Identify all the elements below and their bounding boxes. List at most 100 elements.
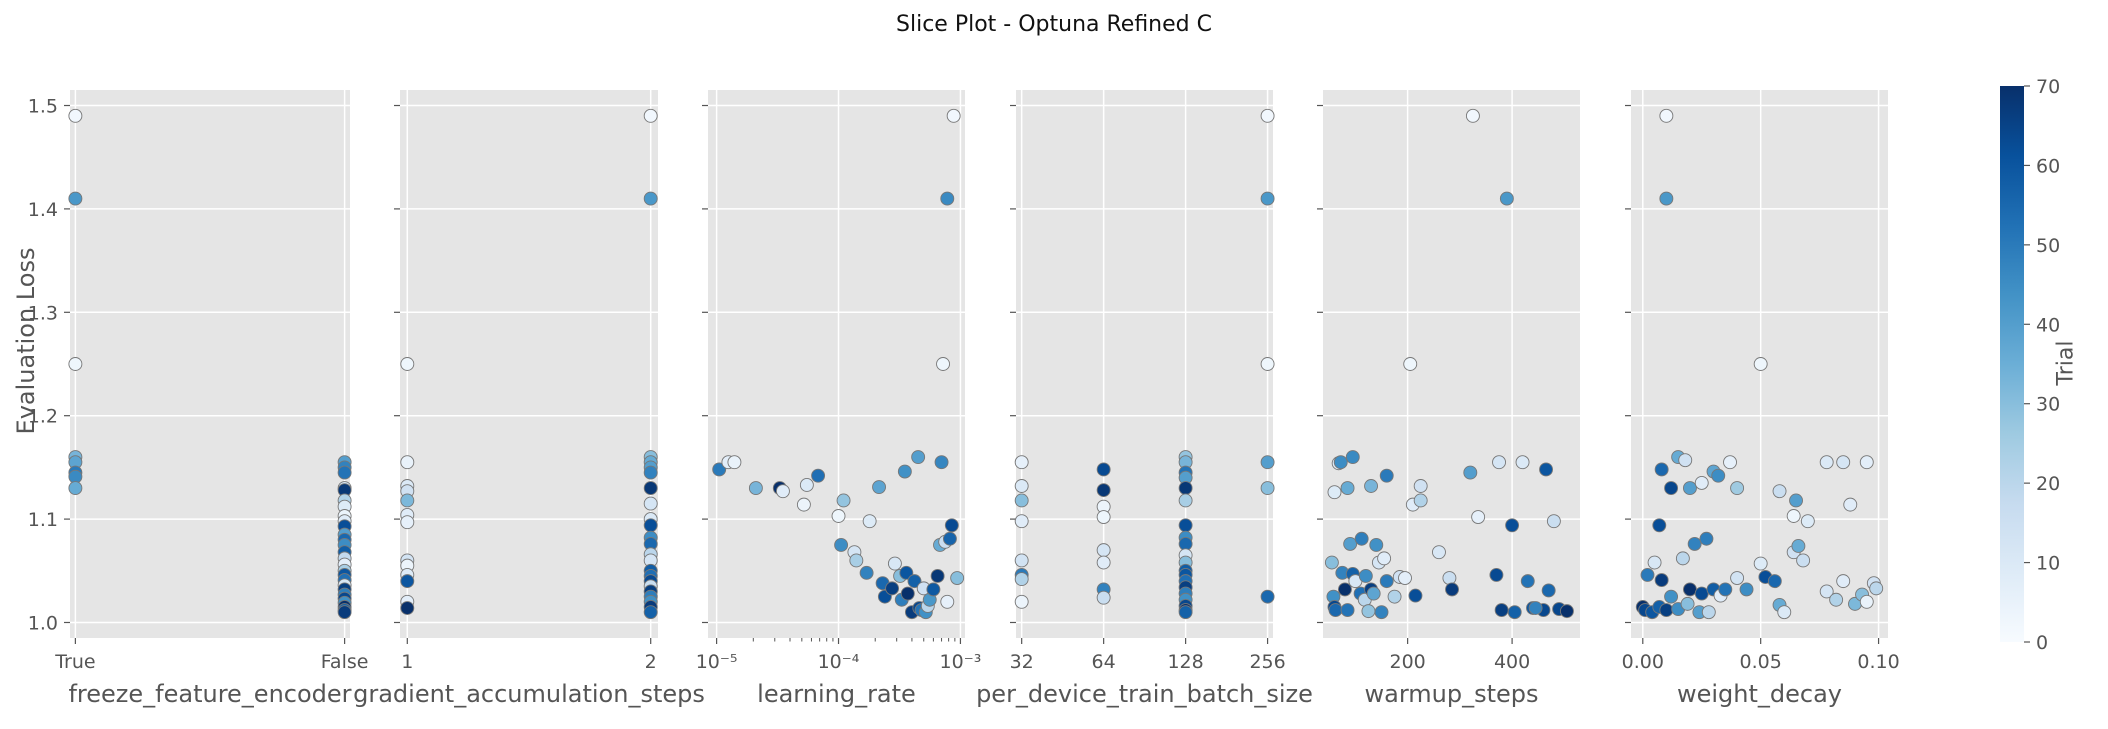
scatter-point — [643, 605, 658, 620]
panel-freeze-feature-encoder: True False freeze_feature_encoder 1.0 1.1 1.2… — [28, 90, 369, 708]
scatter-point — [1014, 594, 1029, 609]
scatter-point — [1178, 481, 1193, 496]
y-tick-label: 1.5 — [28, 96, 58, 118]
scatter-point — [1687, 536, 1702, 551]
panel-background — [1016, 90, 1273, 638]
x-tick-label: 0.10 — [1857, 651, 1899, 673]
scatter-point — [1260, 357, 1275, 371]
chart-title: Slice Plot - Optuna Refined C — [896, 12, 1212, 37]
scatter-point — [1366, 586, 1381, 601]
scatter-point — [1324, 555, 1339, 570]
x-axis-label: weight_decay — [1677, 680, 1842, 708]
scatter-point — [1377, 551, 1392, 566]
scatter-point — [1682, 481, 1697, 496]
colorbar-tick-label: 40 — [2036, 314, 2060, 336]
scatter-point — [1843, 497, 1858, 512]
scatter-point — [1178, 518, 1193, 533]
scatter-point — [1753, 357, 1768, 371]
scatter-point — [926, 582, 941, 597]
scatter-point — [1374, 605, 1389, 620]
scatter-point — [1445, 582, 1459, 597]
scatter-point — [942, 531, 957, 546]
scatter-point — [1664, 481, 1679, 496]
scatter-point — [1494, 603, 1509, 618]
x-axis-label: warmup_steps — [1364, 680, 1538, 708]
scatter-point — [68, 357, 83, 371]
scatter-point — [1014, 514, 1029, 529]
y-tick-label: 1.3 — [28, 302, 58, 324]
x-axis-label: per_device_train_batch_size — [976, 680, 1313, 708]
colorbar-tick-label: 20 — [2036, 473, 2060, 495]
scatter-point — [1791, 539, 1806, 553]
scatter-point — [1096, 510, 1111, 524]
colorbar-tick-label: 0 — [2036, 632, 2048, 654]
x-axis-label: freeze_feature_encoder — [68, 680, 351, 708]
scatter-point — [1471, 510, 1486, 524]
scatter-point — [811, 468, 826, 483]
scatter-point — [400, 574, 415, 589]
scatter-point — [1652, 518, 1667, 533]
scatter-point — [1361, 604, 1376, 619]
scatter-point — [1343, 536, 1358, 551]
scatter-point — [1096, 483, 1111, 498]
scatter-point — [1694, 586, 1709, 601]
scatter-point — [849, 553, 864, 568]
colorbar: 0 10 20 30 40 50 60 70 — [2000, 76, 2060, 654]
scatter-point — [1767, 574, 1782, 589]
scatter-point — [1659, 108, 1674, 123]
scatter-point — [643, 481, 658, 496]
scatter-point — [1730, 481, 1745, 496]
scatter-point — [940, 594, 955, 609]
scatter-point — [1739, 582, 1754, 597]
scatter-point — [643, 465, 658, 480]
scatter-point — [68, 481, 83, 496]
scatter-point — [1711, 468, 1726, 483]
scatter-point — [400, 601, 415, 615]
scatter-point — [1515, 455, 1530, 470]
scatter-point — [337, 465, 352, 480]
scatter-point — [1678, 453, 1693, 468]
x-tick-label: False — [321, 651, 369, 673]
scatter-point — [643, 108, 658, 123]
scatter-point — [727, 455, 742, 470]
scatter-point — [1664, 589, 1679, 604]
scatter-point — [1819, 584, 1834, 599]
panel-background — [1323, 90, 1580, 638]
scatter-point — [1364, 479, 1379, 493]
scatter-point — [1345, 450, 1360, 465]
scatter-point — [643, 496, 658, 511]
scatter-point — [1014, 455, 1029, 470]
scatter-point — [831, 509, 846, 523]
x-axis-label: gradient_accumulation_steps — [353, 680, 705, 708]
panel-weight-decay: 0.00 0.05 0.10 weight_decay — [1622, 90, 1900, 708]
scatter-point — [748, 481, 763, 496]
y-tick-label: 1.2 — [28, 406, 58, 428]
scatter-point — [1398, 571, 1412, 585]
scatter-point — [907, 574, 922, 589]
scatter-point — [1819, 455, 1834, 470]
scatter-point — [1499, 191, 1514, 206]
scatter-point — [1659, 191, 1674, 206]
scatter-point — [1432, 545, 1446, 560]
scatter-point — [899, 565, 914, 580]
scatter-point — [68, 108, 83, 123]
colorbar-tick-label: 50 — [2036, 235, 2060, 257]
x-tick-label: 128 — [1167, 651, 1203, 673]
scatter-point — [897, 464, 912, 479]
scatter-point — [1869, 581, 1884, 596]
scatter-point — [1096, 555, 1111, 570]
scatter-point — [1358, 569, 1373, 583]
scatter-point — [68, 191, 83, 206]
scatter-point — [950, 571, 965, 585]
scatter-point — [799, 478, 814, 492]
scatter-point — [1260, 191, 1275, 206]
panel-background — [70, 90, 350, 638]
scatter-point — [1723, 455, 1737, 470]
scatter-point — [712, 462, 727, 477]
scatter-point — [1260, 455, 1275, 470]
scatter-point — [1505, 518, 1520, 533]
scatter-point — [1528, 601, 1543, 615]
x-tick-label: 10⁻⁴ — [818, 651, 860, 673]
